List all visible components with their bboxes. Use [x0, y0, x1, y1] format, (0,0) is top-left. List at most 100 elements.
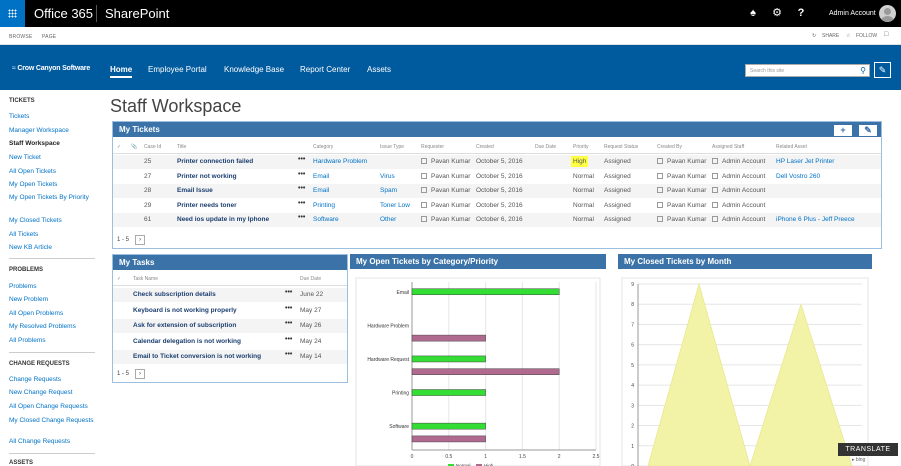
- list-item[interactable]: Email to Ticket conversion is not workin…: [113, 350, 347, 364]
- task-name-link[interactable]: Keyboard is not working properly: [133, 306, 237, 314]
- column-header[interactable]: Title: [177, 144, 187, 150]
- leftnav-item-all-open-problems[interactable]: All Open Problems: [9, 310, 64, 317]
- list-item[interactable]: Check subscription details ••• June 22: [113, 288, 347, 302]
- leftnav-item-all-change-requests[interactable]: All Change Requests: [9, 438, 71, 445]
- leftnav-item-new-problem[interactable]: New Problem: [9, 296, 49, 303]
- issue-type-link[interactable]: Toner Low: [380, 201, 410, 209]
- table-row[interactable]: 29 Printer needs toner ••• Printing Toner Lo…: [113, 198, 881, 213]
- gear-icon[interactable]: ⚙: [772, 7, 782, 19]
- leftnav-item-staff-workspace[interactable]: Staff Workspace: [9, 140, 60, 147]
- search-icon[interactable]: ⚲: [860, 66, 866, 75]
- column-header[interactable]: Created By: [657, 144, 683, 150]
- leftnav-item-my-closed-tickets[interactable]: My Closed Tickets: [9, 217, 62, 224]
- ellipsis-icon[interactable]: •••: [298, 199, 306, 207]
- tasks-next-page-button[interactable]: ›: [135, 369, 145, 379]
- column-header[interactable]: Due Date: [300, 276, 322, 282]
- issue-type-link[interactable]: Spam: [380, 187, 397, 194]
- category-link[interactable]: Printing: [313, 201, 336, 209]
- leftnav-item-change-requests[interactable]: Change Requests: [9, 376, 62, 383]
- ticket-title-link[interactable]: Printer connection failed: [177, 158, 254, 165]
- nav-link-employee-portal[interactable]: Employee Portal: [148, 65, 207, 74]
- ellipsis-icon[interactable]: •••: [285, 351, 293, 358]
- nav-link-knowledge-base[interactable]: Knowledge Base: [224, 65, 285, 74]
- related-asset-link[interactable]: Dell Vostro 260: [776, 172, 821, 180]
- focus-icon[interactable]: □: [884, 31, 889, 38]
- leftnav-item-my-open-tickets[interactable]: My Open Tickets: [9, 181, 58, 188]
- site-settings-button[interactable]: ✎: [874, 62, 891, 78]
- bell-icon[interactable]: ♠: [750, 7, 756, 19]
- leftnav-item-my-closed-change-requests[interactable]: My Closed Change Requests: [9, 417, 94, 424]
- ticket-title-link[interactable]: Printer not working: [177, 172, 237, 180]
- follow-button[interactable]: FOLLOW: [856, 33, 878, 39]
- column-header[interactable]: Priority: [573, 144, 589, 150]
- share-icon[interactable]: ↻: [812, 33, 817, 39]
- leftnav-item-new-ticket[interactable]: New Ticket: [9, 154, 41, 161]
- leftnav-item-new-kb-article[interactable]: New KB Article: [9, 244, 52, 251]
- issue-type-link[interactable]: Other: [380, 216, 397, 223]
- select-all-checkbox[interactable]: ✓: [117, 144, 122, 150]
- help-icon[interactable]: ?: [797, 7, 805, 19]
- leftnav-item-manager-workspace[interactable]: Manager Workspace: [9, 127, 69, 134]
- ribbon-tab-browse[interactable]: BROWSE: [9, 34, 33, 40]
- sharepoint-title[interactable]: SharePoint: [105, 6, 170, 21]
- translate-button[interactable]: TRANSLATE: [838, 443, 898, 456]
- ellipsis-icon[interactable]: •••: [298, 170, 306, 178]
- avatar[interactable]: [879, 5, 896, 22]
- ticket-title-link[interactable]: Printer needs toner: [177, 201, 237, 209]
- leftnav-item-tickets[interactable]: Tickets: [9, 113, 30, 120]
- task-name-link[interactable]: Ask for extension of subscription: [133, 322, 237, 329]
- leftnav-item-problems[interactable]: Problems: [9, 283, 37, 290]
- table-row[interactable]: 27 Printer not working ••• Email Virus Pavan …: [113, 169, 881, 184]
- list-item[interactable]: Calendar delegation is not working ••• May…: [113, 334, 347, 349]
- ribbon-tab-page[interactable]: PAGE: [42, 34, 57, 40]
- list-item[interactable]: Ask for extension of subscription ••• May …: [113, 319, 347, 333]
- column-header[interactable]: Related Asset: [776, 144, 807, 150]
- category-link[interactable]: Hardware Problem: [313, 158, 368, 165]
- column-header[interactable]: Issue Type: [380, 144, 405, 150]
- related-asset-link[interactable]: HP Laser Jet Printer: [776, 158, 835, 165]
- column-header[interactable]: Case Id: [144, 144, 162, 150]
- column-header[interactable]: Due Date: [535, 144, 557, 150]
- ellipsis-icon[interactable]: •••: [285, 320, 293, 327]
- ellipsis-icon[interactable]: •••: [298, 156, 306, 163]
- category-link[interactable]: Email: [313, 187, 330, 194]
- app-launcher-button[interactable]: [0, 0, 25, 27]
- star-icon[interactable]: ☆: [846, 33, 851, 39]
- leftnav-item-all-open-change-requests[interactable]: All Open Change Requests: [9, 403, 88, 410]
- nav-link-assets[interactable]: Assets: [367, 65, 392, 74]
- category-link[interactable]: Software: [313, 216, 339, 223]
- nav-link-home[interactable]: Home: [110, 65, 133, 78]
- table-row[interactable]: 61 Need ios update in my Iphone ••• Softwar…: [113, 213, 881, 227]
- task-name-link[interactable]: Email to Ticket conversion is not workin…: [133, 353, 262, 360]
- list-item[interactable]: Keyboard is not working properly ••• May 2…: [113, 303, 347, 318]
- related-asset-link[interactable]: iPhone 6 Plus - Jeff Preece: [776, 216, 855, 223]
- table-row[interactable]: 28 Email Issue ••• Email Spam Pavan Kumar Octo…: [113, 184, 881, 198]
- share-button[interactable]: SHARE: [822, 33, 840, 39]
- leftnav-item-all-tickets[interactable]: All Tickets: [9, 231, 39, 238]
- ellipsis-icon[interactable]: •••: [285, 335, 293, 343]
- ellipsis-icon[interactable]: •••: [285, 289, 293, 296]
- leftnav-item-all-problems[interactable]: All Problems: [9, 337, 46, 344]
- ticket-title-link[interactable]: Need ios update in my Iphone: [177, 216, 270, 223]
- task-name-link[interactable]: Check subscription details: [133, 291, 216, 298]
- column-header[interactable]: Requester: [421, 144, 445, 150]
- column-header[interactable]: Created: [476, 144, 494, 150]
- site-logo[interactable]: ≈ Crow Canyon Software: [12, 65, 90, 72]
- search-input[interactable]: Search this site ⚲: [745, 64, 870, 77]
- issue-type-link[interactable]: Virus: [380, 172, 395, 180]
- nav-link-report-center[interactable]: Report Center: [300, 65, 351, 74]
- leftnav-item-my-resolved-problems[interactable]: My Resolved Problems: [9, 323, 76, 330]
- ellipsis-icon[interactable]: •••: [298, 185, 306, 192]
- select-all-checkbox[interactable]: ✓: [117, 276, 122, 282]
- column-header[interactable]: Category: [313, 144, 334, 150]
- column-header[interactable]: Task Name: [133, 276, 159, 282]
- category-link[interactable]: Email: [313, 172, 330, 180]
- new-ticket-button[interactable]: +: [833, 124, 853, 137]
- leftnav-item-all-open-tickets[interactable]: All Open Tickets: [9, 168, 56, 175]
- task-name-link[interactable]: Calendar delegation is not working: [133, 337, 241, 345]
- ticket-title-link[interactable]: Email Issue: [177, 187, 213, 194]
- office365-title[interactable]: Office 365: [34, 6, 94, 21]
- leftnav-item-my-open-tickets-by-priority[interactable]: My Open Tickets By Priority: [9, 194, 89, 201]
- ellipsis-icon[interactable]: •••: [298, 214, 306, 221]
- leftnav-item-new-change-request[interactable]: New Change Request: [9, 389, 73, 396]
